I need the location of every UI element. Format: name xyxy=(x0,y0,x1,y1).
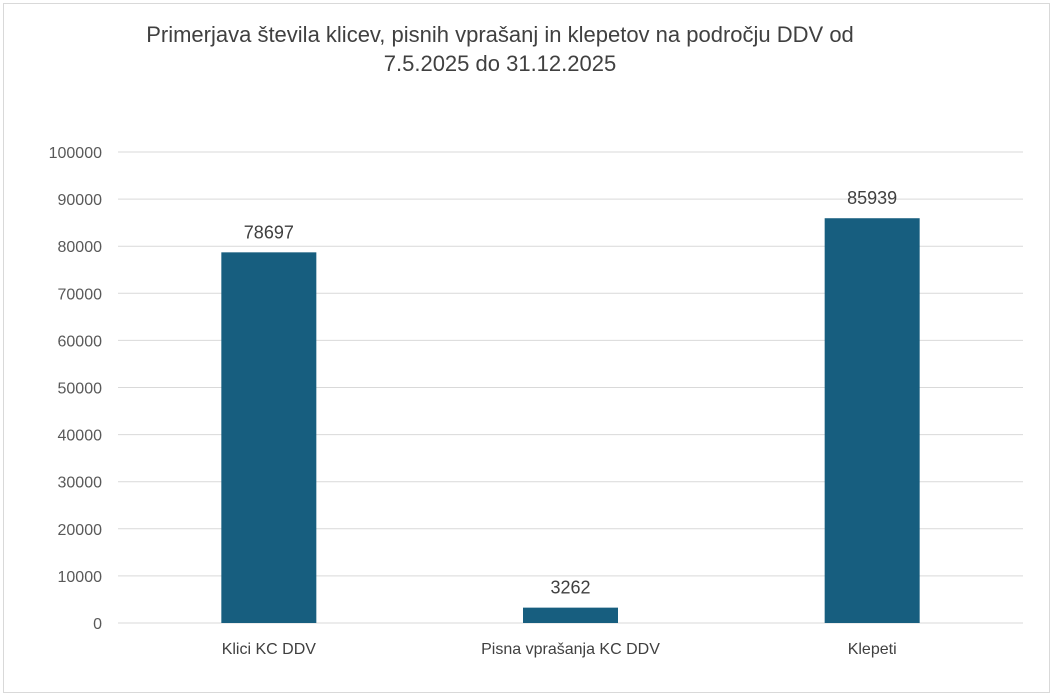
y-tick-label-100000: 100000 xyxy=(49,145,102,162)
category-label-1: Klici KC DDV xyxy=(222,641,317,658)
bar-3 xyxy=(824,218,920,624)
y-axis-tick-labels: 0 10000 20000 30000 40000 50000 60000 70000 8000… xyxy=(49,145,102,633)
category-label-3: Klepeti xyxy=(848,641,897,658)
data-labels: 78697 3262 85939 xyxy=(244,188,897,597)
chart-title-line-1: Primerjava števila klicev, pisnih vpraša… xyxy=(146,22,854,47)
y-tick-label-20000: 20000 xyxy=(58,522,103,539)
y-tick-label-50000: 50000 xyxy=(58,381,103,398)
bars xyxy=(221,218,920,624)
y-tick-label-90000: 90000 xyxy=(58,192,103,209)
chart-title-line-2: 7.5.2025 do 31.12.2025 xyxy=(383,51,617,76)
category-label-2: Pisna vprašanja KC DDV xyxy=(481,641,660,658)
y-tick-label-70000: 70000 xyxy=(58,286,103,303)
y-tick-label-10000: 10000 xyxy=(58,569,103,586)
y-tick-label-30000: 30000 xyxy=(58,475,103,492)
y-tick-label-60000: 60000 xyxy=(58,333,103,350)
y-tick-label-0: 0 xyxy=(93,616,102,633)
bar-1 xyxy=(221,252,317,623)
data-label-1: 78697 xyxy=(244,222,294,242)
y-tick-label-80000: 80000 xyxy=(58,239,103,256)
x-axis-category-labels: Klici KC DDV Pisna vprašanja KC DDV Klepet… xyxy=(222,641,897,658)
data-label-2: 3262 xyxy=(550,578,590,598)
bar-2 xyxy=(523,607,618,623)
y-tick-label-40000: 40000 xyxy=(58,428,103,445)
chart-title: Primerjava števila klicev, pisnih vpraša… xyxy=(0,20,1000,78)
data-label-3: 85939 xyxy=(847,188,897,208)
